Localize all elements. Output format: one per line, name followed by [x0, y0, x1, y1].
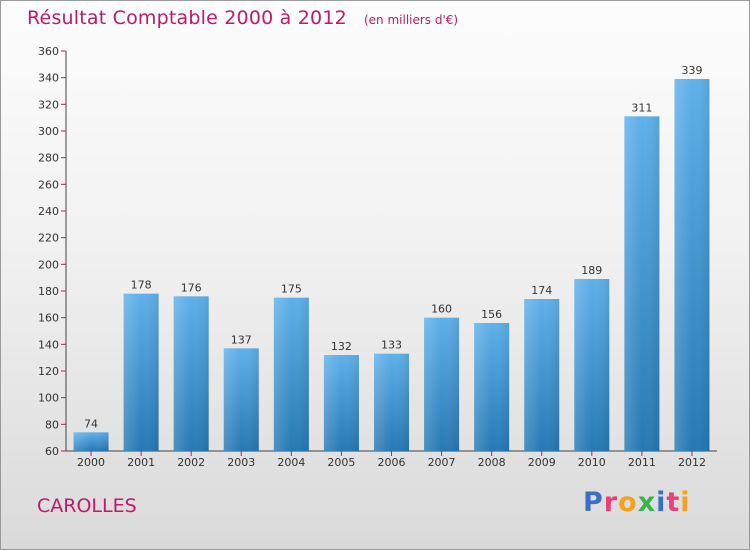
- data-label: 133: [381, 339, 402, 352]
- data-label: 74: [84, 417, 98, 430]
- x-tick-label: 2005: [327, 456, 355, 469]
- x-tick-label: 2007: [428, 456, 456, 469]
- data-label: 160: [431, 303, 452, 316]
- bar-shade: [674, 79, 710, 451]
- data-label: 174: [531, 284, 552, 297]
- logo-letter: i: [680, 487, 691, 518]
- y-tick-label: 140: [38, 338, 59, 351]
- logo-letter: i: [656, 487, 667, 518]
- title-row: Résultat Comptable 2000 à 2012 (en milli…: [27, 7, 458, 29]
- x-tick-label: 2011: [628, 456, 656, 469]
- bar-shade: [424, 317, 460, 451]
- data-label: 189: [581, 264, 602, 277]
- logo-letter: t: [666, 487, 681, 518]
- bar-shade: [323, 355, 359, 451]
- commune-name: CAROLLES: [37, 495, 137, 517]
- bar-shade: [524, 299, 560, 451]
- x-tick-label: 2000: [77, 456, 105, 469]
- data-label: 178: [131, 279, 152, 292]
- y-tick-label: 360: [38, 45, 59, 58]
- bar-shade: [123, 293, 159, 451]
- data-label: 175: [281, 283, 302, 296]
- data-label: 132: [331, 340, 352, 353]
- data-label: 137: [231, 333, 252, 346]
- data-label: 339: [681, 64, 702, 77]
- x-tick-label: 2004: [277, 456, 305, 469]
- y-tick-label: 100: [38, 392, 59, 405]
- y-tick-label: 120: [38, 365, 59, 378]
- y-tick-label: 320: [38, 98, 59, 111]
- bars: 74 178 176 137 175 132 133 160 156 174 189 311 339: [73, 64, 710, 451]
- data-label: 311: [631, 101, 652, 114]
- logo-letter: r: [603, 487, 619, 518]
- y-tick-label: 260: [38, 178, 59, 191]
- y-tick-label: 220: [38, 232, 59, 245]
- bar-shade: [73, 432, 109, 451]
- y-tick-label: 160: [38, 312, 59, 325]
- y-tick-label: 280: [38, 152, 59, 165]
- bar-shade: [574, 279, 610, 451]
- y-tick-label: 200: [38, 258, 59, 271]
- y-tick-label: 80: [45, 418, 59, 431]
- y-tick-label: 240: [38, 205, 59, 218]
- bar-shade: [474, 323, 510, 451]
- bar-shade: [374, 353, 409, 451]
- proxiti-logo: Proxiti: [583, 487, 691, 518]
- x-tick-label: 2012: [678, 456, 706, 469]
- logo-letter: x: [637, 487, 657, 518]
- x-tick-label: 2002: [177, 456, 205, 469]
- data-label: 156: [481, 308, 502, 321]
- logo-letter: P: [583, 487, 604, 518]
- y-tick-label: 340: [38, 72, 59, 85]
- chart-title: Résultat Comptable 2000 à 2012: [27, 7, 347, 29]
- x-tick-label: 2008: [478, 456, 506, 469]
- y-tick-label: 180: [38, 285, 59, 298]
- x-tick-label: 2001: [127, 456, 155, 469]
- x-tick-label: 2006: [378, 456, 406, 469]
- bar-shade: [273, 297, 309, 451]
- y-tick-label: 60: [45, 445, 59, 458]
- logo-letter: o: [618, 487, 638, 518]
- x-tick-label: 2009: [528, 456, 556, 469]
- bar-shade: [223, 348, 259, 451]
- bar-shade: [173, 296, 209, 451]
- y-tick-label: 300: [38, 125, 59, 138]
- x-tick-label: 2010: [578, 456, 606, 469]
- bar-shade: [624, 116, 660, 451]
- chart-unit: (en milliers d'€): [363, 13, 459, 27]
- data-label: 176: [181, 281, 202, 294]
- x-tick-label: 2003: [227, 456, 255, 469]
